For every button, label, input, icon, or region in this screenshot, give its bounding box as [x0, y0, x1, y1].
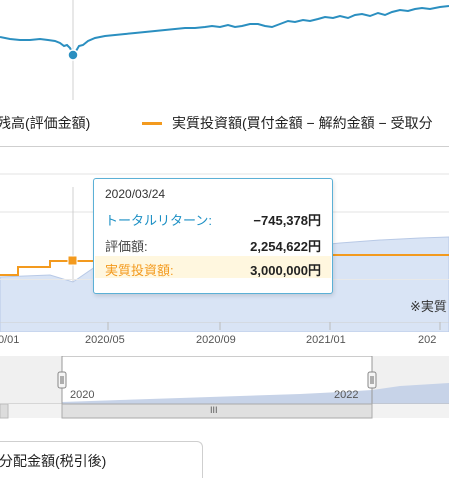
navigator-year-label: 2022: [334, 389, 359, 401]
market-value-line: [0, 5, 449, 56]
tooltip-invested-label: 実質投資額:: [105, 263, 174, 278]
legend-invested-label[interactable]: 実質投資額(買付金額 − 解約金額 − 受取分: [172, 115, 433, 131]
tooltip-valuation-label: 評価額:: [105, 239, 148, 254]
navigator-left-handle: [57, 371, 67, 389]
tab-distribution-after-tax[interactable]: 分配金額(税引後): [0, 441, 203, 478]
scrollbar-grip-icon[interactable]: III: [210, 405, 218, 415]
tooltip-invested-value: 3,000,000円: [250, 263, 321, 278]
range-navigator[interactable]: [0, 356, 449, 420]
navigator-outside-mask: [0, 356, 62, 404]
tooltip-valuation-value: 2,254,622円: [250, 239, 321, 254]
navigator-series-area: [62, 383, 449, 404]
hover-tooltip: 2020/03/24 トータルリターン: −745,378円 評価額: 2,25…: [93, 178, 333, 294]
x-tick-label: 2020/05: [85, 334, 125, 346]
x-tick-label: 202: [418, 334, 437, 346]
legend-invested-swatch: [142, 122, 162, 125]
scrollbar-thumb: [61, 403, 373, 419]
x-tick-label: 2020/09: [196, 334, 236, 346]
x-tick-label: 2021/01: [306, 334, 346, 346]
x-tick-label: 0/01: [0, 334, 20, 346]
scrollbar-left-button: [0, 403, 9, 419]
hover-point-marker: [67, 49, 79, 61]
tooltip-highlight-row: [95, 256, 331, 278]
tooltip-date: 2020/03/24: [105, 187, 166, 201]
tab-distribution-label: 分配金額(税引後): [0, 453, 107, 469]
tooltip-total-return-label: トータルリターン:: [105, 213, 212, 228]
market-value-line-chart: [0, 0, 449, 100]
navigator-year-label: 2020: [70, 389, 95, 401]
navigator-right-handle: [367, 371, 377, 389]
x-axis-ticks: [0, 322, 449, 330]
tooltip-total-return-value: −745,378円: [253, 213, 321, 228]
chart-footnote: ※実質: [410, 299, 447, 314]
invested-point-marker: [67, 255, 78, 266]
legend-market-value-label[interactable]: 残高(評価金額): [0, 115, 91, 131]
chart-legend: 残高(評価金額) 実質投資額(買付金額 − 解約金額 − 受取分: [0, 100, 449, 147]
